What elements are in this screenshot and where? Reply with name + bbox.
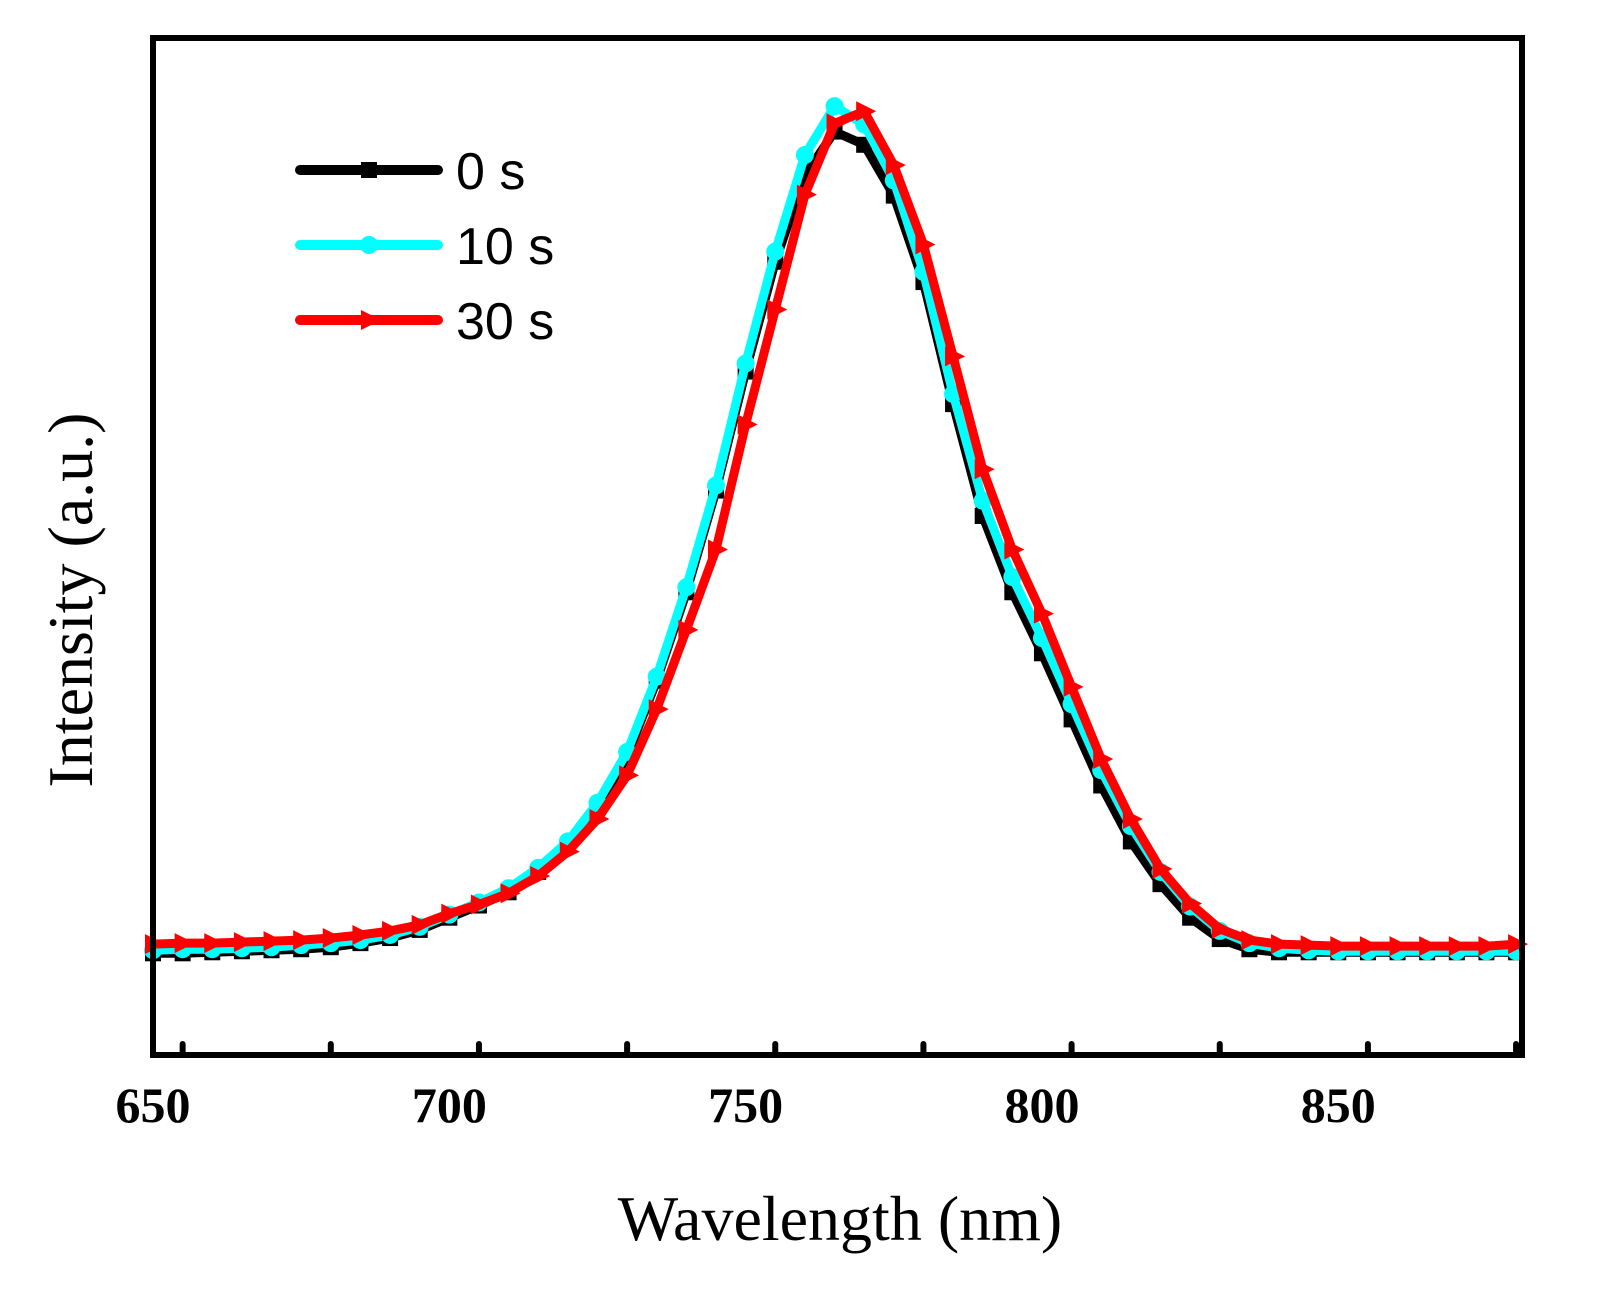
series-10s — [144, 97, 1526, 961]
legend-marker — [361, 310, 381, 330]
data-point — [648, 699, 669, 720]
data-point — [766, 242, 785, 261]
data-point — [915, 234, 936, 255]
data-point — [796, 184, 817, 205]
data-point — [737, 414, 758, 435]
legend: 0 s 10 s 30 s — [295, 143, 554, 351]
data-point — [973, 491, 992, 510]
data-point — [263, 931, 284, 952]
series-line — [153, 127, 1517, 958]
data-point — [1003, 568, 1022, 587]
data-point — [736, 354, 755, 373]
data-point — [1004, 539, 1025, 560]
data-point — [1093, 749, 1114, 770]
data-point — [500, 883, 521, 904]
series-30s — [145, 101, 1529, 957]
data-point — [1063, 676, 1084, 697]
data-point — [795, 145, 814, 164]
data-point — [1211, 918, 1232, 939]
data-point — [1300, 935, 1321, 956]
data-point — [1152, 858, 1173, 879]
y-axis-title: Intensity (a.u.) — [35, 413, 106, 788]
data-point — [826, 113, 847, 134]
data-point — [1241, 930, 1262, 951]
data-point — [678, 619, 699, 640]
x-tick-label: 850 — [1301, 1077, 1376, 1133]
data-point — [441, 903, 462, 924]
data-point — [1508, 934, 1529, 955]
legend-item: 30 s — [295, 293, 554, 351]
data-point — [1330, 936, 1351, 957]
data-point — [174, 933, 195, 954]
plot-frame — [150, 35, 1525, 1058]
data-point — [1448, 936, 1469, 957]
data-point — [708, 539, 729, 560]
x-tick-label: 700 — [412, 1077, 487, 1133]
legend-item: 0 s — [295, 143, 525, 201]
data-point — [767, 299, 788, 320]
data-point — [677, 578, 696, 597]
legend-marker — [361, 162, 377, 178]
x-tick-label: 800 — [1004, 1077, 1079, 1133]
data-point — [945, 346, 966, 367]
series-layer — [144, 97, 1529, 962]
data-point — [382, 920, 403, 941]
data-point — [411, 914, 432, 935]
x-axis-title: Wavelength (nm) — [618, 1183, 1062, 1254]
legend-label: 10 s — [456, 218, 554, 276]
data-point — [530, 866, 551, 887]
data-point — [470, 894, 491, 915]
data-point — [707, 476, 726, 495]
data-point — [974, 459, 995, 480]
data-point — [1033, 603, 1054, 624]
series-line — [152, 101, 1517, 956]
data-point — [856, 101, 877, 122]
data-point — [1359, 936, 1380, 957]
x-tick-label: 650 — [116, 1077, 191, 1133]
x-ticks: 650 700 750 800 850 — [116, 1041, 1520, 1133]
legend-item: 10 s — [295, 218, 554, 276]
data-point — [825, 97, 844, 116]
data-point — [619, 765, 640, 786]
data-point — [647, 667, 666, 686]
data-point — [204, 933, 225, 954]
data-point — [322, 928, 343, 949]
data-point — [559, 841, 580, 862]
series-line — [152, 106, 1517, 951]
data-point — [1419, 936, 1440, 957]
data-point — [589, 809, 610, 830]
legend-label: 0 s — [456, 143, 525, 201]
legend-marker — [360, 236, 378, 254]
data-point — [1182, 893, 1203, 914]
data-point — [233, 932, 254, 953]
data-point — [885, 155, 906, 176]
legend-label: 30 s — [456, 293, 554, 351]
data-point — [1389, 936, 1410, 957]
data-point — [352, 924, 373, 945]
data-point — [1271, 934, 1292, 955]
data-point — [293, 930, 314, 951]
x-tick-label: 750 — [708, 1077, 783, 1133]
data-point — [1478, 936, 1499, 957]
data-point — [1122, 809, 1143, 830]
